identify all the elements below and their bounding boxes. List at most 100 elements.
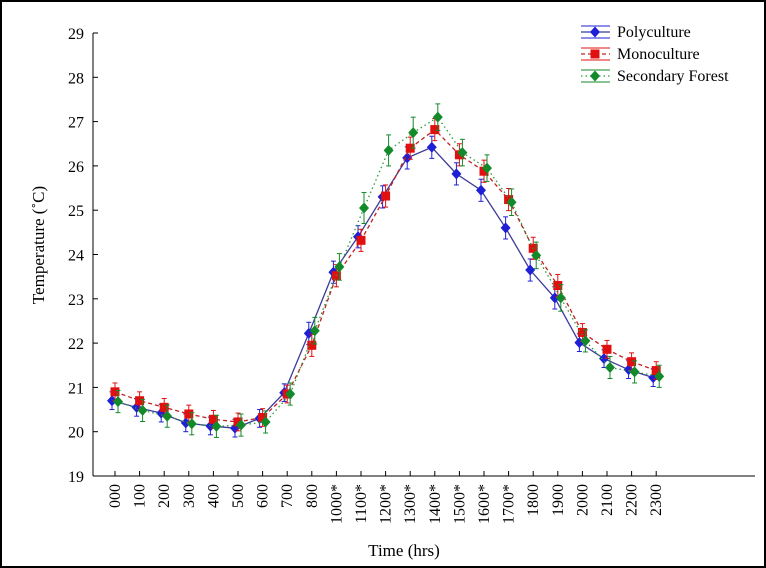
data-point bbox=[356, 235, 366, 245]
data-point bbox=[186, 418, 197, 430]
x-tick-label: 500 bbox=[230, 484, 247, 508]
x-tick-label: 400 bbox=[205, 484, 222, 508]
legend-marker bbox=[590, 26, 600, 38]
data-point bbox=[184, 409, 194, 419]
x-tick-label: 1800 bbox=[525, 484, 542, 516]
legend-marker bbox=[590, 70, 600, 82]
data-point bbox=[381, 191, 391, 201]
data-point bbox=[451, 168, 462, 180]
data-point bbox=[110, 387, 120, 397]
x-tick-label: 200 bbox=[156, 484, 173, 508]
data-point bbox=[577, 327, 587, 337]
x-tick-label: 000 bbox=[107, 484, 124, 508]
data-point bbox=[307, 340, 317, 350]
x-tick-label: 1500* bbox=[451, 484, 468, 524]
y-axis-ticks: 19 20 21 22 23 24 25 26 27 28 29 bbox=[68, 26, 98, 486]
data-point bbox=[236, 419, 246, 431]
data-point bbox=[555, 292, 566, 304]
y-tick-label: 25 bbox=[68, 203, 84, 220]
data-point bbox=[208, 414, 218, 424]
data-point bbox=[654, 370, 665, 382]
data-point bbox=[135, 396, 145, 406]
series-layer bbox=[107, 103, 665, 438]
data-point bbox=[627, 357, 637, 367]
x-tick-label: 2200 bbox=[624, 484, 641, 516]
data-point bbox=[159, 402, 169, 412]
y-tick-label: 26 bbox=[68, 159, 84, 176]
x-tick-label: 1000* bbox=[328, 484, 345, 524]
data-point bbox=[580, 335, 591, 347]
data-point bbox=[500, 222, 511, 234]
y-tick-label: 23 bbox=[68, 292, 84, 309]
data-point bbox=[162, 410, 173, 422]
data-point bbox=[430, 125, 440, 135]
x-tick-label: 700 bbox=[279, 484, 296, 508]
series-monoculture bbox=[110, 117, 661, 432]
data-point bbox=[482, 162, 492, 174]
series-line bbox=[114, 128, 657, 423]
data-point bbox=[506, 196, 517, 208]
x-tick-label: 600 bbox=[255, 484, 272, 508]
data-point bbox=[334, 261, 345, 273]
x-tick-label: 1700* bbox=[501, 484, 518, 524]
data-point bbox=[525, 264, 536, 276]
data-point bbox=[602, 344, 612, 354]
x-tick-label: 1600* bbox=[476, 484, 493, 524]
data-point bbox=[260, 416, 271, 428]
data-point bbox=[258, 413, 268, 423]
data-point bbox=[454, 150, 464, 160]
legend: Polyculture Monoculture Secondary Forest bbox=[581, 24, 729, 85]
data-point bbox=[211, 420, 222, 432]
series-polyculture bbox=[107, 135, 659, 438]
y-tick-label: 21 bbox=[68, 380, 84, 397]
y-axis-title: Temperature (˚C) bbox=[29, 186, 48, 304]
x-axis-ticks: 000 100 200 300 400 500 600 700 800 1000* 1100* 120… bbox=[107, 471, 665, 524]
y-tick-label: 19 bbox=[68, 469, 84, 486]
data-point bbox=[531, 249, 542, 261]
data-point bbox=[137, 404, 148, 416]
y-tick-label: 22 bbox=[68, 336, 84, 353]
legend-marker bbox=[590, 49, 600, 59]
data-point bbox=[504, 195, 514, 205]
y-tick-label: 28 bbox=[68, 70, 84, 87]
x-tick-label: 800 bbox=[304, 484, 321, 508]
data-point bbox=[285, 388, 296, 400]
series-secondary-forest bbox=[113, 103, 665, 438]
data-point bbox=[479, 166, 489, 176]
data-point bbox=[359, 202, 369, 214]
legend-label: Polyculture bbox=[617, 24, 691, 41]
data-point bbox=[476, 184, 486, 196]
legend-label: Secondary Forest bbox=[617, 68, 729, 85]
legend-label: Monoculture bbox=[617, 46, 700, 63]
x-tick-label: 2300 bbox=[648, 484, 665, 516]
data-point bbox=[309, 325, 320, 337]
data-point bbox=[113, 396, 123, 408]
y-tick-label: 29 bbox=[68, 26, 84, 43]
y-tick-label: 27 bbox=[68, 115, 84, 132]
x-tick-label: 1400* bbox=[427, 484, 444, 524]
x-tick-label: 2000 bbox=[574, 484, 591, 516]
data-point bbox=[432, 111, 443, 123]
data-point bbox=[605, 361, 615, 373]
x-axis-title: Time (hrs) bbox=[368, 541, 440, 560]
x-tick-label: 300 bbox=[181, 484, 198, 508]
data-point bbox=[553, 281, 563, 291]
data-point bbox=[405, 143, 415, 153]
data-point bbox=[233, 417, 243, 427]
x-tick-label: 1900 bbox=[550, 484, 567, 516]
data-point bbox=[651, 366, 661, 376]
y-tick-label: 24 bbox=[68, 248, 84, 265]
x-tick-label: 2100 bbox=[599, 484, 616, 516]
data-point bbox=[383, 144, 394, 156]
y-tick-label: 20 bbox=[68, 425, 84, 442]
x-tick-label: 1200* bbox=[378, 484, 395, 524]
x-tick-label: 1300* bbox=[402, 484, 419, 524]
x-tick-label: 100 bbox=[132, 484, 149, 508]
data-point bbox=[408, 127, 419, 139]
data-point bbox=[426, 141, 437, 153]
data-point bbox=[629, 366, 640, 378]
data-point bbox=[457, 147, 468, 159]
x-tick-label: 1100* bbox=[353, 484, 370, 523]
